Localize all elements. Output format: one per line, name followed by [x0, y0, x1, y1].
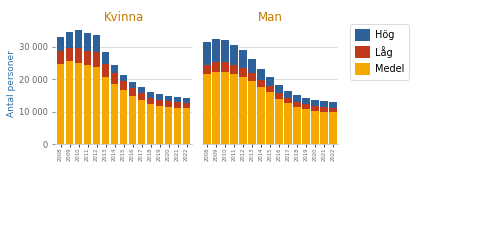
Title: Man: Man	[258, 11, 282, 24]
Bar	[212, 39, 220, 62]
Bar	[329, 112, 337, 144]
Bar	[293, 95, 301, 102]
Bar	[248, 73, 256, 81]
Bar	[183, 98, 191, 103]
Bar	[302, 104, 310, 109]
Bar	[174, 97, 181, 102]
Bar	[284, 91, 292, 98]
Bar	[203, 74, 211, 144]
Bar	[302, 98, 310, 104]
Bar	[284, 98, 292, 103]
Bar	[156, 94, 163, 100]
Bar	[212, 62, 220, 72]
Bar	[129, 82, 136, 88]
Bar	[75, 63, 83, 144]
Bar	[230, 74, 238, 144]
Bar	[257, 80, 265, 87]
Bar	[156, 106, 163, 144]
Bar	[165, 101, 172, 107]
Bar	[147, 104, 155, 144]
Bar	[320, 101, 328, 107]
Bar	[266, 77, 274, 86]
Bar	[138, 87, 145, 93]
Bar	[57, 51, 64, 64]
Bar	[57, 37, 64, 51]
Bar	[102, 64, 109, 77]
Title: Kvinna: Kvinna	[104, 11, 144, 24]
Bar	[275, 93, 283, 99]
Bar	[212, 72, 220, 144]
Bar	[120, 75, 127, 81]
Bar	[120, 81, 127, 90]
Bar	[239, 50, 247, 68]
Bar	[75, 30, 83, 48]
Bar	[66, 32, 73, 48]
Bar	[174, 108, 181, 144]
Bar	[257, 87, 265, 144]
Bar	[93, 35, 100, 52]
Bar	[329, 102, 337, 108]
Bar	[284, 103, 292, 144]
Bar	[248, 59, 256, 73]
Bar	[165, 96, 172, 101]
Bar	[275, 99, 283, 144]
Bar	[84, 65, 91, 144]
Bar	[174, 102, 181, 108]
Bar	[57, 64, 64, 144]
Bar	[266, 92, 274, 144]
Bar	[302, 109, 310, 144]
Bar	[311, 106, 319, 111]
Bar	[129, 88, 136, 96]
Bar	[293, 107, 301, 144]
Bar	[75, 48, 83, 63]
Bar	[66, 48, 73, 61]
Legend: Hög, Låg, Medel: Hög, Låg, Medel	[350, 24, 409, 80]
Bar	[239, 77, 247, 144]
Bar	[84, 33, 91, 51]
Bar	[248, 81, 256, 144]
Bar	[203, 65, 211, 74]
Bar	[120, 90, 127, 144]
Bar	[111, 65, 119, 73]
Bar	[329, 108, 337, 112]
Bar	[129, 96, 136, 144]
Bar	[257, 69, 265, 80]
Bar	[239, 68, 247, 77]
Bar	[311, 100, 319, 106]
Bar	[93, 52, 100, 67]
Bar	[221, 72, 229, 144]
Bar	[66, 61, 73, 144]
Bar	[84, 51, 91, 65]
Bar	[93, 67, 100, 144]
Bar	[183, 103, 191, 108]
Bar	[165, 107, 172, 144]
Bar	[156, 100, 163, 106]
Bar	[111, 84, 119, 144]
Bar	[203, 42, 211, 65]
Bar	[111, 73, 119, 84]
Bar	[221, 62, 229, 72]
Bar	[102, 77, 109, 144]
Bar	[138, 100, 145, 144]
Bar	[230, 65, 238, 74]
Bar	[266, 86, 274, 92]
Bar	[183, 108, 191, 144]
Bar	[275, 85, 283, 93]
Bar	[221, 40, 229, 62]
Bar	[311, 111, 319, 144]
Bar	[147, 98, 155, 104]
Bar	[138, 93, 145, 100]
Bar	[147, 92, 155, 98]
Bar	[230, 45, 238, 65]
Bar	[293, 102, 301, 107]
Bar	[102, 52, 109, 64]
Y-axis label: Antal personer: Antal personer	[7, 51, 16, 117]
Bar	[320, 112, 328, 144]
Bar	[320, 107, 328, 112]
